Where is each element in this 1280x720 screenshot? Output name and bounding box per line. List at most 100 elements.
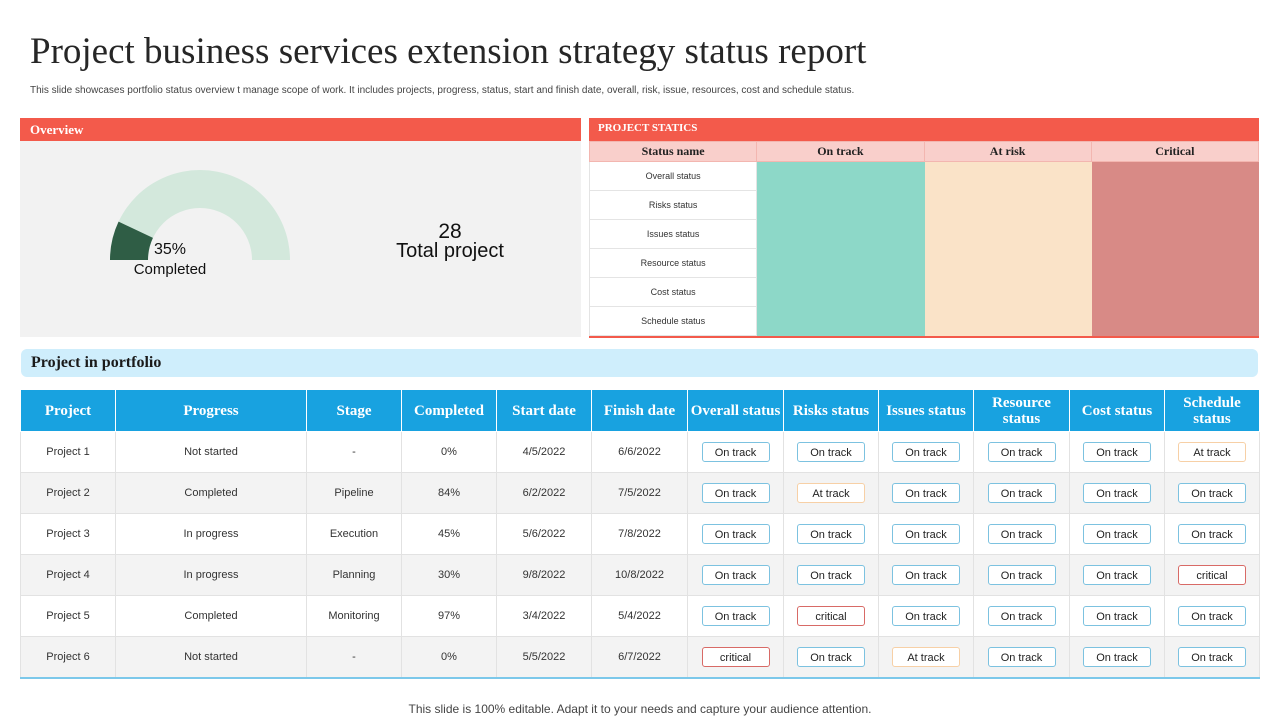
project-statics-header: PROJECT STATICS: [589, 118, 1259, 141]
statics-bottom-rule: [589, 336, 1259, 338]
table-row: Project 3 In progress Execution 45% 5/6/2022…: [20, 513, 1260, 555]
at-risk-swatch: [923, 190, 1092, 220]
portfolio-col-header: Finish date: [591, 389, 688, 432]
table-cell: Pipeline: [306, 472, 402, 514]
table-cell: Project 4: [20, 554, 116, 596]
table-cell: On track: [687, 431, 784, 473]
status-legend-row: Schedule status: [588, 306, 1260, 336]
table-cell: 9/8/2022: [496, 554, 592, 596]
portfolio-table: Project Progress Stage Completed Start date F…: [20, 389, 1260, 679]
status-badge: On track: [892, 524, 960, 544]
at-risk-swatch: [923, 161, 1092, 191]
at-risk-swatch: [923, 306, 1092, 336]
table-cell: 5/6/2022: [496, 513, 592, 555]
status-name-cell: Cost status: [588, 277, 758, 307]
table-cell: At track: [878, 636, 974, 679]
status-badge: On track: [1178, 647, 1246, 667]
status-badge: On track: [1083, 647, 1151, 667]
table-cell: On track: [973, 636, 1070, 679]
status-badge: On track: [987, 647, 1056, 667]
table-cell: On track: [1164, 513, 1260, 555]
status-badge: On track: [892, 442, 960, 462]
table-cell: 7/8/2022: [591, 513, 688, 555]
on-track-swatch: [756, 190, 925, 220]
status-badge: On track: [987, 565, 1056, 585]
table-cell: 6/6/2022: [591, 431, 688, 473]
table-cell: Project 3: [20, 513, 116, 555]
status-badge: On track: [701, 483, 770, 503]
portfolio-col-header: Stage: [306, 389, 402, 432]
table-cell: 97%: [401, 595, 497, 637]
table-cell: critical: [687, 636, 784, 679]
table-cell: 7/5/2022: [591, 472, 688, 514]
portfolio-header-row: Project Progress Stage Completed Start date F…: [20, 389, 1260, 432]
total-project-label: Total project: [396, 240, 504, 262]
table-cell: 6/7/2022: [591, 636, 688, 679]
table-row: Project 2 Completed Pipeline 84% 6/2/2022 7/5…: [20, 472, 1260, 514]
status-badge: On track: [701, 606, 770, 626]
status-legend-row: Cost status: [588, 277, 1260, 307]
table-cell: 6/2/2022: [496, 472, 592, 514]
on-track-swatch: [756, 306, 925, 336]
table-cell: On track: [878, 431, 974, 473]
table-cell: On track: [1164, 595, 1260, 637]
col-status-name: Status name: [588, 141, 758, 162]
table-cell: Project 1: [20, 431, 116, 473]
table-row: Project 6 Not started -0% 5/5/2022 6/7/2022 c…: [20, 636, 1260, 679]
status-name-cell: Schedule status: [588, 306, 758, 336]
col-on-track: On track: [756, 141, 925, 162]
table-cell: On track: [973, 472, 1070, 514]
on-track-swatch: [756, 277, 925, 307]
status-badge: On track: [987, 442, 1056, 462]
status-legend-row: Risks status: [588, 190, 1260, 220]
portfolio-col-header: Resource status: [973, 389, 1070, 432]
table-cell: 4/5/2022: [496, 431, 592, 473]
status-badge: critical: [797, 606, 865, 626]
at-risk-swatch: [923, 219, 1092, 249]
status-badge: On track: [987, 524, 1056, 544]
critical-swatch: [1090, 248, 1260, 278]
table-cell: 0%: [401, 431, 497, 473]
table-cell: Project 5: [20, 595, 116, 637]
status-legend-body: Overall status Risks status Issues status R…: [588, 161, 1260, 336]
table-cell: -: [306, 431, 402, 473]
table-cell: On track: [1069, 636, 1165, 679]
col-critical: Critical: [1090, 141, 1260, 162]
table-cell: On track: [783, 513, 879, 555]
status-badge: On track: [797, 647, 865, 667]
portfolio-body: Project 1 Not started -0% 4/5/2022 6/6/2022 O…: [20, 431, 1260, 679]
portfolio-col-header: Cost status: [1069, 389, 1165, 432]
completed-percent: 35%: [153, 241, 187, 258]
table-cell: On track: [1164, 636, 1260, 679]
at-risk-swatch: [923, 248, 1092, 278]
status-badge: On track: [1083, 524, 1151, 544]
table-cell: On track: [1069, 513, 1165, 555]
portfolio-section-header: Project in portfolio: [21, 349, 1258, 377]
table-cell: On track: [687, 595, 784, 637]
table-cell: On track: [878, 554, 974, 596]
status-badge: On track: [1178, 524, 1246, 544]
status-name-cell: Resource status: [588, 248, 758, 278]
status-legend-row: Overall status: [588, 161, 1260, 191]
status-legend-row: Resource status: [588, 248, 1260, 278]
table-cell: On track: [783, 431, 879, 473]
table-cell: Not started: [115, 636, 307, 679]
status-badge: On track: [987, 606, 1056, 626]
table-cell: Planning: [306, 554, 402, 596]
page-title: Project business services extension stra…: [30, 31, 867, 72]
status-badge: At track: [1178, 442, 1246, 462]
portfolio-col-header: Progress: [115, 389, 307, 432]
total-project-count: 28: [438, 220, 462, 243]
portfolio-col-header: Project: [20, 389, 116, 432]
table-cell: On track: [878, 472, 974, 514]
critical-swatch: [1090, 190, 1260, 220]
table-cell: On track: [1069, 431, 1165, 473]
table-cell: 30%: [401, 554, 497, 596]
table-cell: Completed: [115, 595, 307, 637]
table-cell: On track: [973, 513, 1070, 555]
status-badge: On track: [987, 483, 1056, 503]
status-name-cell: Issues status: [588, 219, 758, 249]
portfolio-col-header: Completed: [401, 389, 497, 432]
table-cell: Project 6: [20, 636, 116, 679]
portfolio-col-header: Overall status: [687, 389, 784, 432]
